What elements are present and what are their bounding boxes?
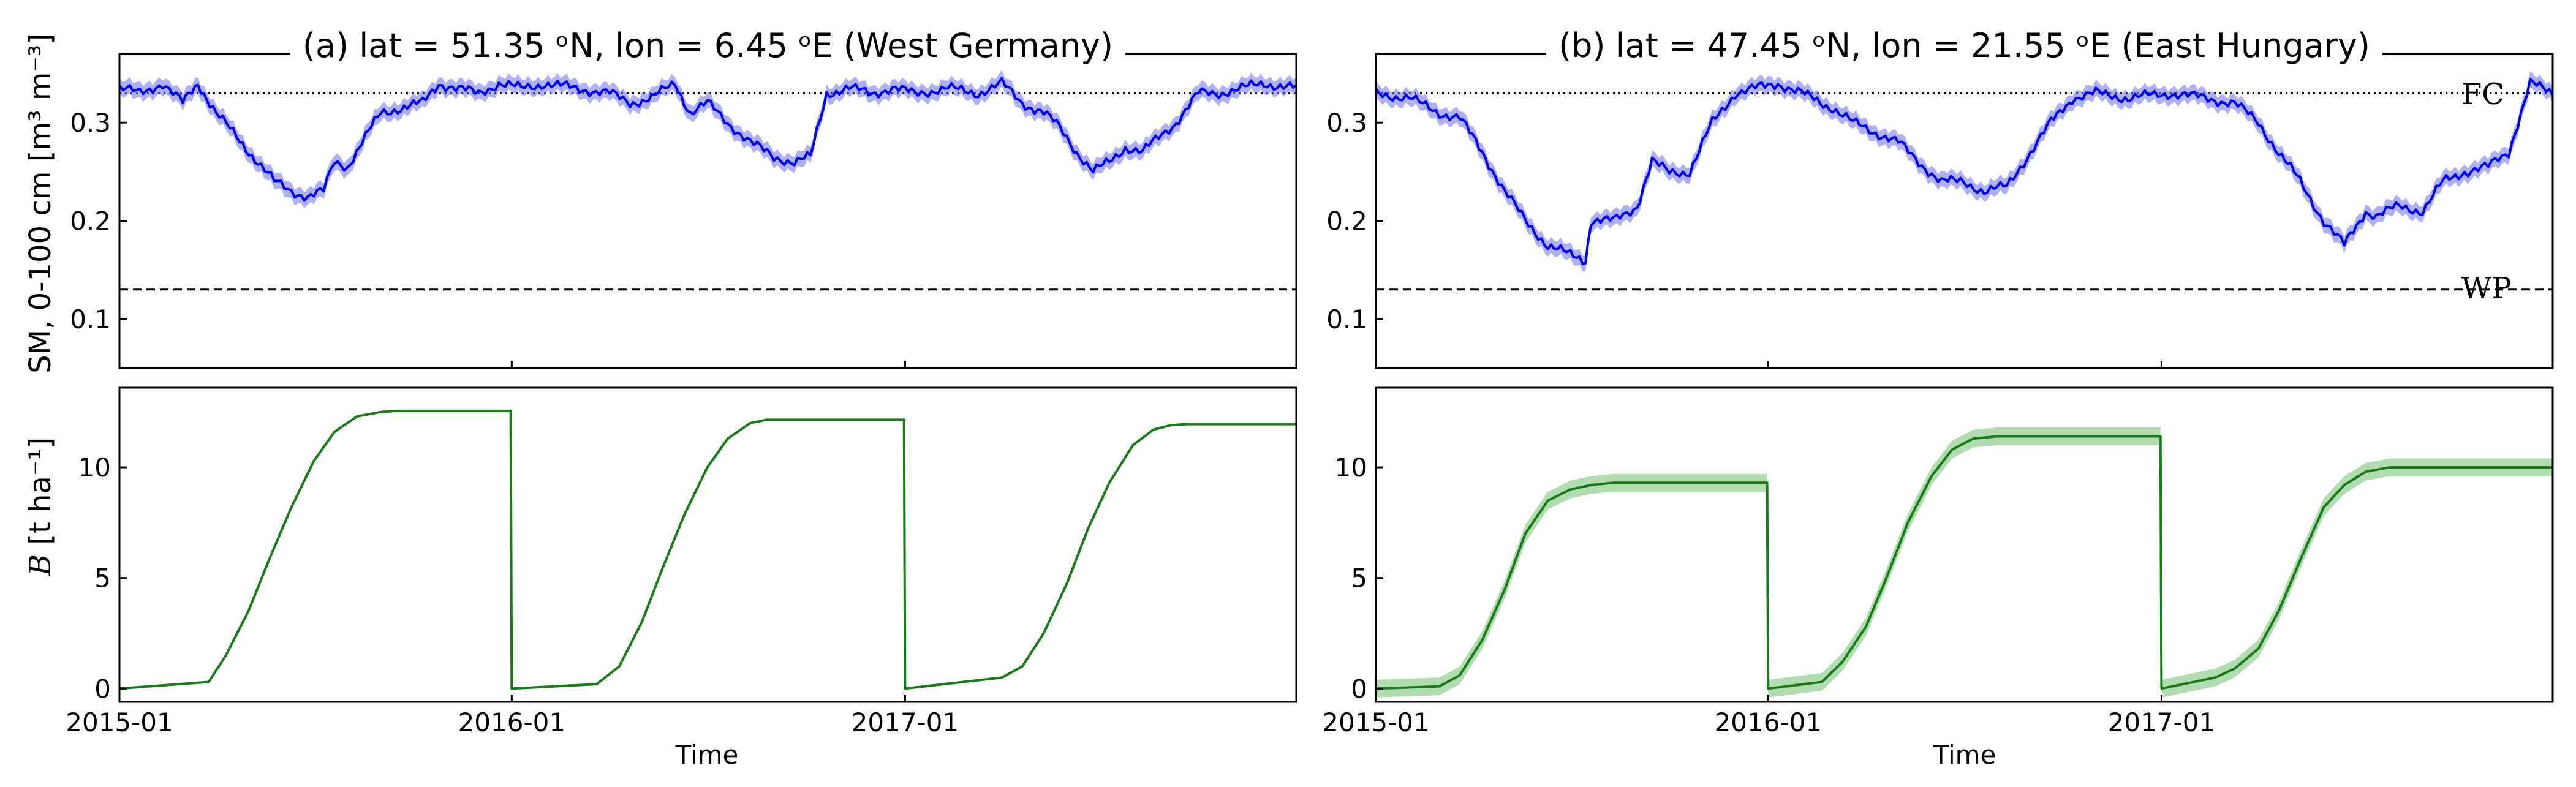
charts-layer: 0.1 0.2 0.3 (a) lat = 51.35 ᵒN, lon = 6.45 … (66, 17, 2554, 737)
panel-title: (a) lat = 51.35 ᵒN, lon = 6.45 ᵒE (West … (303, 26, 1113, 65)
y-tick-label: 0.1 (1326, 304, 1367, 334)
uncertainty-band (1376, 427, 2553, 698)
plot-frame (118, 386, 1297, 703)
series-line (1375, 78, 2554, 265)
y-axis-label-soil-moisture: SM, 0-100 cm [m³ m⁻³] (23, 33, 58, 374)
panel-title: (b) lat = 47.45 ᵒN, lon = 21.55 ᵒE (East… (1558, 26, 2370, 65)
panel-title-background (290, 17, 1126, 61)
y-tick-label: 10 (78, 453, 111, 483)
series-line (1375, 435, 2553, 690)
y-tick-label: 0.2 (1326, 206, 1367, 236)
x-axis-label-right: Time (1933, 740, 1996, 770)
uncertainty-band (119, 70, 1296, 209)
panel-title-background (1546, 17, 2382, 61)
x-tick-label: 2015-01 (1322, 707, 1430, 737)
series-line (118, 77, 1297, 202)
y-tick-label: 0.3 (70, 108, 111, 138)
x-tick-label: 2017-01 (2108, 707, 2216, 737)
panel-a-biomass: 0 5 10 2015-01 2016-01 2017-01 (66, 386, 1297, 737)
y-tick-label: 10 (1335, 453, 1367, 483)
x-tick-label: 2016-01 (458, 707, 566, 737)
series-line (119, 409, 1296, 690)
y-tick-label: 0.2 (70, 206, 111, 236)
x-tick-label: 2016-01 (1715, 707, 1822, 737)
panel-a-soil-moisture: 0.1 0.2 0.3 (a) lat = 51.35 ᵒN, lon = 6.45 … (70, 17, 1297, 369)
y-tick-label: 0 (94, 674, 111, 704)
x-tick-label: 2017-01 (852, 707, 959, 737)
uncertainty-band (119, 410, 1296, 690)
x-axis-label-left: Time (675, 740, 739, 770)
y-tick-label: 0.1 (70, 304, 111, 334)
y-tick-label: 5 (1351, 563, 1367, 593)
wp-line-label: WP (2461, 271, 2512, 306)
plot-frame (1375, 386, 2554, 703)
y-axis-label-biomass-units: [t ha⁻¹] (23, 437, 58, 554)
y-axis-label-biomass: B [t ha⁻¹] (23, 437, 58, 576)
y-tick-label: 0 (1351, 674, 1367, 704)
panel-b-biomass: 0 5 10 2015-01 2016-01 2017-01 (1322, 386, 2554, 737)
uncertainty-band (1376, 71, 2553, 272)
panel-b-soil-moisture: 0.1 0.2 0.3 (b) lat = 47.45 ᵒN, lon = 21.55… (1326, 17, 2554, 369)
y-tick-label: 0.3 (1326, 108, 1367, 138)
y-tick-label: 5 (94, 563, 111, 593)
x-tick-label: 2015-01 (66, 707, 173, 737)
y-axis-label-biomass-symbol: B (23, 554, 58, 576)
fc-line-label: FC (2461, 77, 2504, 111)
